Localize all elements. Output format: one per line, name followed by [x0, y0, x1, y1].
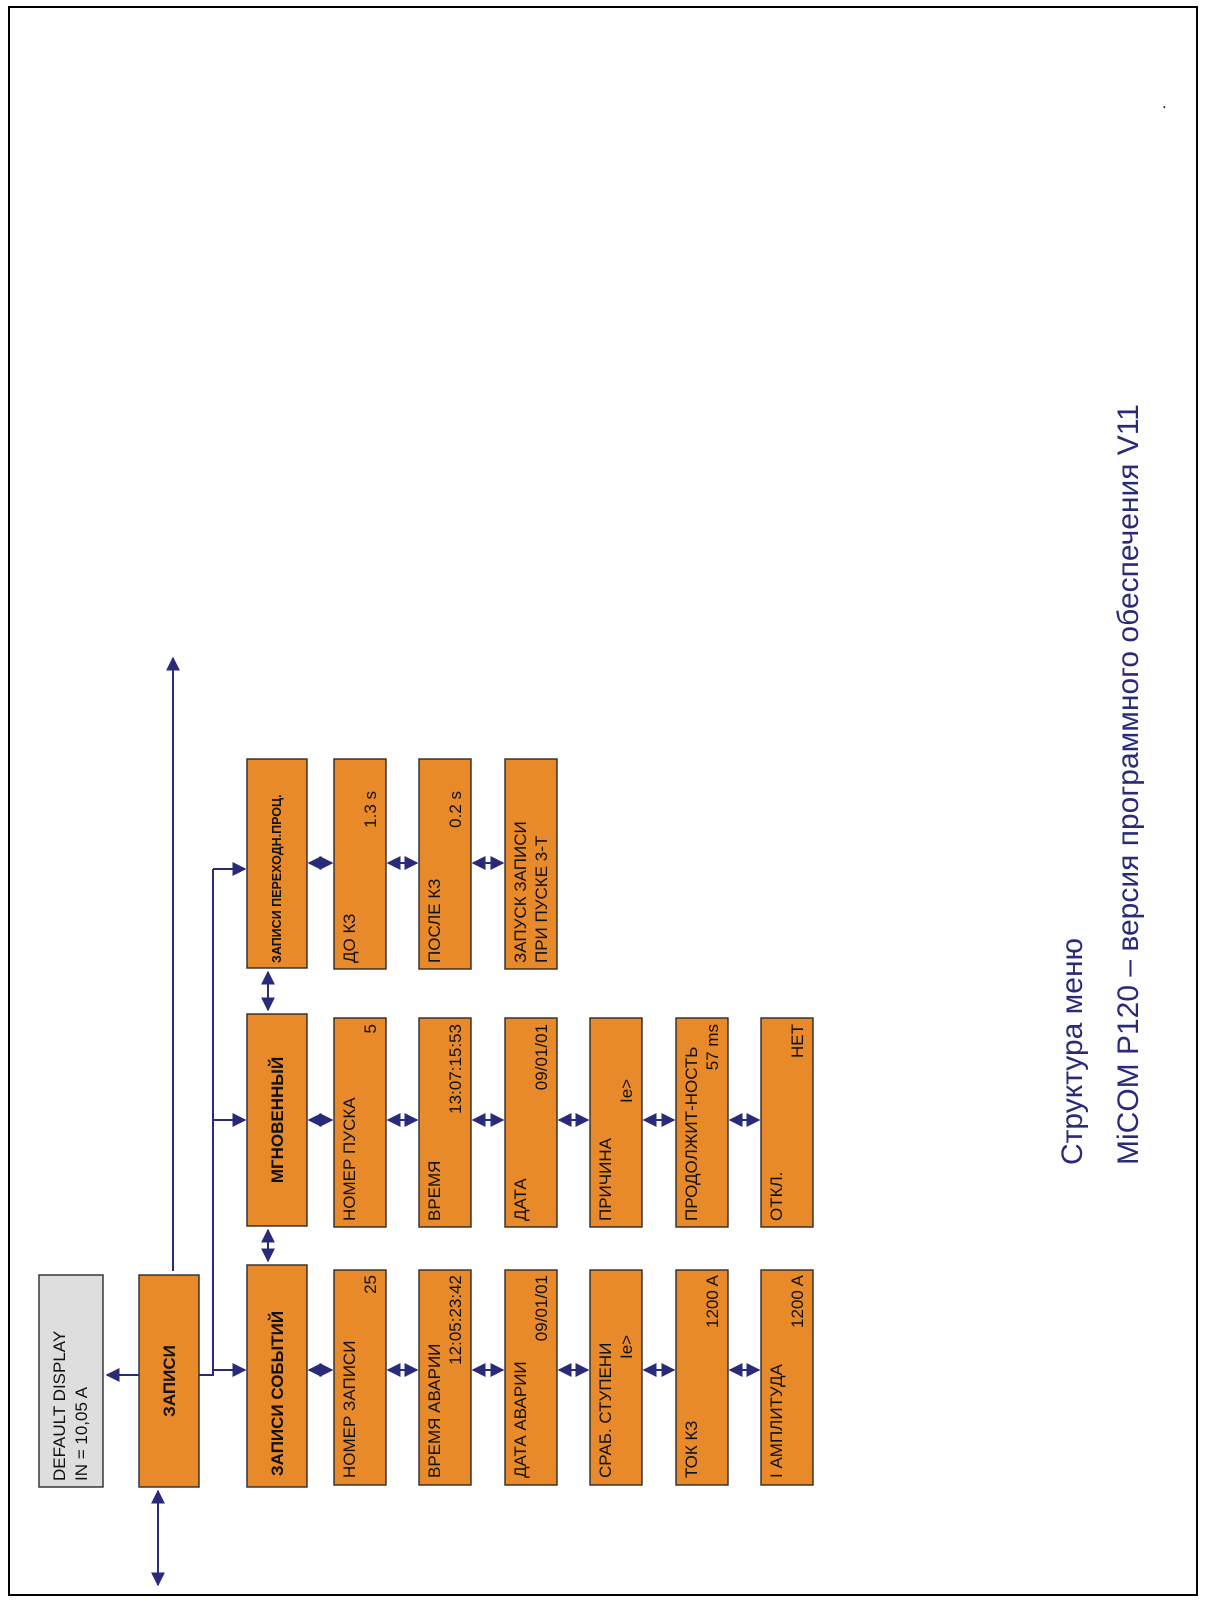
fault-records-item[interactable]: I АМПЛИТУДА 1200 A [760, 1269, 814, 1486]
svg-text:СРАБ. СТУПЕНИ: СРАБ. СТУПЕНИ [596, 1343, 615, 1478]
svg-text:12:05:23:42: 12:05:23:42 [446, 1275, 465, 1365]
instantaneous-header[interactable]: МГНОВЕННЫЙ [246, 1013, 308, 1227]
svg-text:НОМЕР ПУСКА: НОМЕР ПУСКА [340, 1097, 359, 1221]
instantaneous-header-label: МГНОВЕННЫЙ [268, 1057, 287, 1183]
svg-text:ДАТА АВАРИИ: ДАТА АВАРИИ [511, 1361, 530, 1478]
disturbance-item[interactable]: ДО КЗ 1.3 s [333, 758, 387, 970]
svg-text:ПОСЛЕ КЗ: ПОСЛЕ КЗ [425, 879, 444, 963]
disturbance-item[interactable]: ПОСЛЕ КЗ 0.2 s [418, 758, 472, 970]
default-display-box[interactable]: DEFAULT DISPLAY IN = 10,05 A [38, 1274, 104, 1488]
fault-records-item[interactable]: НОМЕР ЗАПИСИ 25 [333, 1269, 387, 1486]
records-root-box[interactable]: ЗАПИСИ [138, 1274, 200, 1488]
svg-text:ДО КЗ: ДО КЗ [340, 914, 359, 963]
svg-text:ОТКЛ.: ОТКЛ. [767, 1172, 786, 1221]
page-frame [8, 6, 1198, 1596]
svg-text:1200 A: 1200 A [703, 1274, 722, 1328]
instantaneous-item[interactable]: ПРИЧИНА Ie> [589, 1017, 643, 1228]
fault-records-item[interactable]: ТОК КЗ 1200 A [675, 1269, 729, 1486]
disturbance-header[interactable]: ЗАПИСИ ПЕРЕХОДН.ПРОЦ. [246, 758, 308, 969]
svg-text:09/01/01: 09/01/01 [532, 1024, 551, 1090]
svg-text:ПРИЧИНА: ПРИЧИНА [596, 1137, 615, 1221]
connector-lines [105, 656, 761, 1587]
records-root-label: ЗАПИСИ [160, 1345, 179, 1417]
svg-text:ДАТА: ДАТА [511, 1178, 530, 1221]
svg-text:25: 25 [361, 1275, 380, 1294]
svg-text:1.3 s: 1.3 s [361, 791, 380, 828]
disturbance-item[interactable]: ЗАПУСК ЗАПИСИ ПРИ ПУСКЕ 3-Т [504, 758, 558, 970]
disturbance-header-label: ЗАПИСИ ПЕРЕХОДН.ПРОЦ. [270, 794, 284, 963]
svg-text:ПРИ ПУСКЕ 3-Т: ПРИ ПУСКЕ 3-Т [532, 836, 551, 963]
svg-text:ТОК КЗ: ТОК КЗ [682, 1421, 701, 1478]
svg-text:Ie>: Ie> [617, 1335, 636, 1359]
svg-text:13:07:15:53: 13:07:15:53 [446, 1024, 465, 1114]
instantaneous-item[interactable]: ПРОДОЛЖИТ-НОСТЬ 57 ms [675, 1017, 729, 1228]
default-display-line-2: IN = 10,05 A [72, 1386, 91, 1481]
title-line-2: MiCOM P120 – версия программного обеспеч… [1112, 404, 1145, 1165]
svg-text:Ie>: Ie> [617, 1079, 636, 1103]
fault-records-item[interactable]: ДАТА АВАРИИ 09/01/01 [504, 1269, 558, 1486]
svg-text:ПРОДОЛЖИТ-НОСТЬ: ПРОДОЛЖИТ-НОСТЬ [682, 1047, 701, 1221]
svg-text:0.2 s: 0.2 s [446, 791, 465, 828]
svg-text:09/01/01: 09/01/01 [532, 1275, 551, 1341]
instantaneous-item[interactable]: ВРЕМЯ 13:07:15:53 [418, 1017, 472, 1228]
svg-text:I АМПЛИТУДА: I АМПЛИТУДА [767, 1364, 786, 1478]
svg-text:1200 A: 1200 A [788, 1274, 807, 1328]
default-display-line-1: DEFAULT DISPLAY [50, 1331, 69, 1481]
fault-records-item[interactable]: СРАБ. СТУПЕНИ Ie> [589, 1269, 643, 1486]
fault-records-header[interactable]: ЗАПИСИ СОБЫТИЙ [246, 1264, 308, 1488]
instantaneous-item[interactable]: ДАТА 09/01/01 [504, 1017, 558, 1228]
fault-records-header-label: ЗАПИСИ СОБЫТИЙ [268, 1311, 287, 1476]
svg-text:ВРЕМЯ АВАРИИ: ВРЕМЯ АВАРИИ [425, 1344, 444, 1478]
title-block: Структура меню MiCOM P120 – версия прогр… [1056, 404, 1145, 1165]
svg-text:НОМЕР ЗАПИСИ: НОМЕР ЗАПИСИ [340, 1341, 359, 1478]
svg-text:5: 5 [361, 1024, 380, 1033]
fault-records-item[interactable]: ВРЕМЯ АВАРИИ 12:05:23:42 [418, 1269, 472, 1486]
title-line-1: Структура меню [1056, 938, 1089, 1165]
instantaneous-item[interactable]: ОТКЛ. НЕТ [760, 1017, 814, 1228]
instantaneous-item[interactable]: НОМЕР ПУСКА 5 [333, 1017, 387, 1228]
svg-text:ЗАПУСК ЗАПИСИ: ЗАПУСК ЗАПИСИ [511, 821, 530, 963]
corner-dot: . [1162, 93, 1167, 112]
svg-text:ВРЕМЯ: ВРЕМЯ [425, 1161, 444, 1221]
svg-text:НЕТ: НЕТ [788, 1024, 807, 1058]
svg-text:57 ms: 57 ms [703, 1024, 722, 1070]
